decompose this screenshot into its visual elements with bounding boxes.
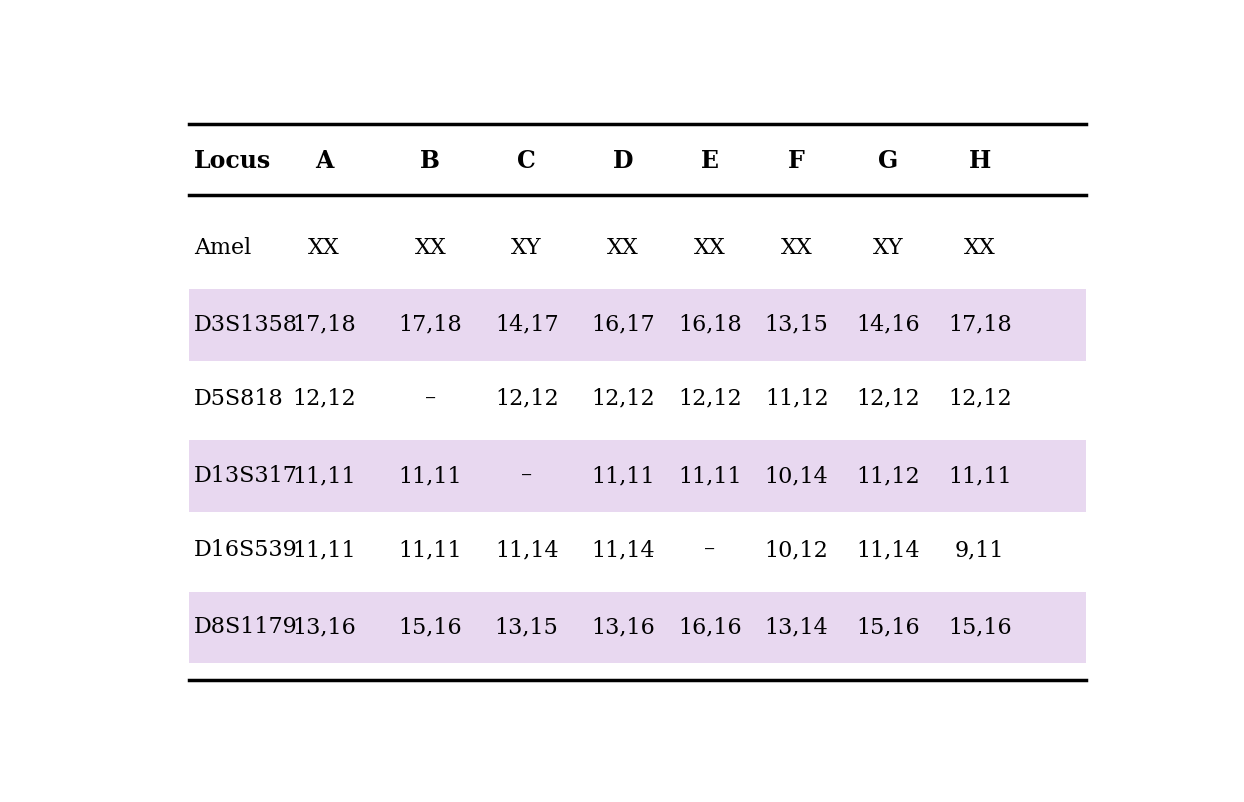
Text: –: – [704, 539, 715, 561]
Text: F: F [789, 149, 805, 173]
Text: D8S1179: D8S1179 [194, 616, 297, 638]
Text: XX: XX [414, 237, 447, 258]
Text: 12,12: 12,12 [856, 388, 921, 410]
Text: 11,11: 11,11 [292, 539, 356, 561]
Text: 13,15: 13,15 [765, 314, 829, 336]
Bar [189, 592, 1086, 663]
Text: –: – [424, 388, 435, 410]
Text: 9,11: 9,11 [955, 539, 1005, 561]
Text: 13,15: 13,15 [495, 616, 559, 638]
Text: A: A [315, 149, 333, 173]
Text: E: E [700, 149, 719, 173]
Text: 17,18: 17,18 [398, 314, 462, 336]
Text: Amel: Amel [194, 237, 251, 258]
Text: 12,12: 12,12 [678, 388, 741, 410]
Bar [189, 289, 1086, 361]
Text: G: G [878, 149, 898, 173]
Text: 14,17: 14,17 [495, 314, 559, 336]
Text: 17,18: 17,18 [948, 314, 1011, 336]
Text: Locus: Locus [194, 149, 271, 173]
Text: 11,11: 11,11 [678, 465, 741, 487]
Text: H: H [969, 149, 991, 173]
Text: XX: XX [309, 237, 340, 258]
Text: 12,12: 12,12 [495, 388, 559, 410]
Text: 11,12: 11,12 [765, 388, 829, 410]
Text: 13,16: 13,16 [292, 616, 356, 638]
Text: 12,12: 12,12 [948, 388, 1011, 410]
Text: D3S1358: D3S1358 [194, 314, 299, 336]
Text: D16S539: D16S539 [194, 539, 297, 561]
Text: 12,12: 12,12 [292, 388, 356, 410]
Text: 11,14: 11,14 [856, 539, 921, 561]
Text: 16,17: 16,17 [591, 314, 654, 336]
Text: 13,14: 13,14 [765, 616, 829, 638]
Text: 15,16: 15,16 [948, 616, 1011, 638]
Text: 10,14: 10,14 [765, 465, 829, 487]
Text: 14,16: 14,16 [856, 314, 921, 336]
Text: 17,18: 17,18 [292, 314, 356, 336]
Text: XX: XX [607, 237, 639, 258]
Text: C: C [518, 149, 536, 173]
Text: 15,16: 15,16 [398, 616, 462, 638]
Text: XX: XX [964, 237, 995, 258]
Text: D5S818: D5S818 [194, 388, 284, 410]
Text: B: B [420, 149, 440, 173]
Text: 11,11: 11,11 [948, 465, 1011, 487]
Text: XY: XY [511, 237, 542, 258]
Text: XX: XX [694, 237, 725, 258]
Text: –: – [521, 465, 532, 487]
Text: 11,11: 11,11 [398, 465, 462, 487]
Text: D13S317: D13S317 [194, 465, 299, 487]
Text: XY: XY [873, 237, 903, 258]
Text: 11,11: 11,11 [591, 465, 654, 487]
Text: 11,12: 11,12 [856, 465, 921, 487]
Bar [189, 440, 1086, 512]
Text: 16,18: 16,18 [678, 314, 741, 336]
Text: 16,16: 16,16 [678, 616, 741, 638]
Text: 10,12: 10,12 [765, 539, 829, 561]
Text: 11,14: 11,14 [591, 539, 654, 561]
Text: D: D [613, 149, 633, 173]
Text: 11,14: 11,14 [495, 539, 559, 561]
Text: 11,11: 11,11 [398, 539, 462, 561]
Text: 11,11: 11,11 [292, 465, 356, 487]
Text: 12,12: 12,12 [591, 388, 654, 410]
Text: 15,16: 15,16 [856, 616, 921, 638]
Text: 13,16: 13,16 [591, 616, 654, 638]
Text: XX: XX [781, 237, 812, 258]
